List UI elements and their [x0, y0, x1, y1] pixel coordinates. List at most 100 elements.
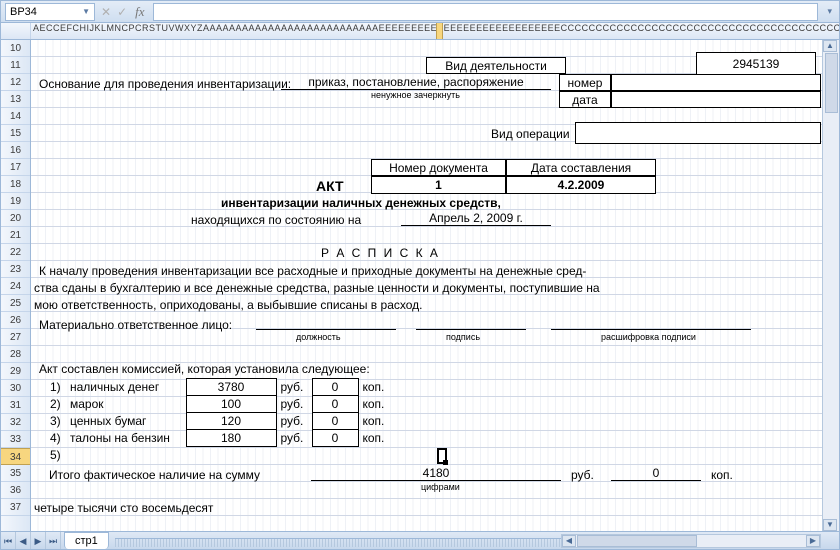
total-kop: 0 [611, 466, 701, 481]
label-doc-date: Дата составления [506, 159, 656, 176]
label-mol: Материально ответственное лицо: [39, 318, 232, 332]
row-header[interactable]: 27 [1, 329, 30, 346]
doc-date-value: 4.2.2009 [506, 176, 656, 194]
scrollbar-vertical[interactable]: ▲ ▼ [822, 40, 839, 531]
tab-last-icon[interactable]: ⏭ [46, 532, 61, 549]
basis-note: ненужное зачеркнуть [371, 90, 460, 100]
spreadsheet-grid[interactable]: 1011121314151617181920212223242526272829… [1, 40, 839, 531]
namebox-dropdown-icon[interactable]: ▼ [82, 7, 90, 16]
row-headers[interactable]: 1011121314151617181920212223242526272829… [1, 40, 31, 531]
row-header[interactable]: 14 [1, 108, 30, 125]
row-header[interactable]: 19 [1, 193, 30, 210]
total-label: Итого фактическое наличие на сумму [49, 468, 260, 482]
row-header[interactable]: 15 [1, 125, 30, 142]
table-row: 1)наличных денег3780руб.0коп. [46, 379, 394, 396]
date-value [611, 91, 821, 108]
row-header[interactable]: 18 [1, 176, 30, 193]
op-type-value [575, 122, 821, 144]
enter-icon[interactable]: ✓ [117, 5, 127, 19]
total-words: четыре тысячи сто восемьдесят [34, 501, 213, 515]
sheet-tab[interactable]: стр1 [64, 532, 109, 549]
table-row: 4)талоны на бензин180руб.0коп. [46, 430, 394, 447]
row-header[interactable]: 30 [1, 380, 30, 397]
active-cell-cursor [437, 448, 447, 464]
scrollbar-horizontal[interactable]: ◀ ▶ [561, 534, 821, 548]
number-value [611, 74, 821, 91]
basis-value: приказ, постановление, распоряжение [281, 75, 551, 90]
scroll-thumb-v[interactable] [825, 53, 838, 113]
cancel-icon[interactable]: ✕ [101, 5, 111, 19]
row-header[interactable]: 24 [1, 278, 30, 295]
row-header[interactable]: 25 [1, 295, 30, 312]
fx-icon[interactable]: fx [133, 4, 146, 20]
row-header[interactable]: 12 [1, 74, 30, 91]
mol-name-line [551, 316, 751, 330]
scroll-right-icon[interactable]: ▶ [806, 535, 820, 547]
row-header[interactable]: 35 [1, 465, 30, 482]
row-header[interactable]: 16 [1, 142, 30, 159]
mol-sign-caption: подпись [446, 332, 480, 342]
cell-reference: BP34 [10, 6, 37, 18]
expand-formula-icon[interactable]: ▾ [824, 6, 835, 17]
scroll-up-icon[interactable]: ▲ [823, 40, 837, 52]
row-header[interactable]: 29 [1, 363, 30, 380]
table-row: 5) [46, 447, 394, 464]
tab-next-icon[interactable]: ▶ [31, 532, 46, 549]
row-header[interactable]: 36 [1, 482, 30, 499]
table-row: 2)марок100руб.0коп. [46, 396, 394, 413]
sheet-tab-bar: ⏮ ◀ ▶ ⏭ стр1 ◀ ▶ [1, 531, 839, 549]
label-op-type: Вид операции [491, 127, 570, 141]
raspiska-title: Р А С П И С К А [321, 246, 440, 260]
label-activity-kind: Вид деятельности [426, 57, 566, 74]
row-header[interactable]: 20 [1, 210, 30, 227]
amounts-table: 1)наличных денег3780руб.0коп.2)марок100р… [46, 378, 394, 464]
row-header[interactable]: 26 [1, 312, 30, 329]
tab-prev-icon[interactable]: ◀ [16, 532, 31, 549]
mol-position-line [256, 316, 396, 330]
scroll-left-icon[interactable]: ◀ [562, 535, 576, 547]
label-akt: АКТ [316, 178, 344, 194]
row-header[interactable]: 22 [1, 244, 30, 261]
mol-name-caption: расшифровка подписи [601, 332, 696, 342]
paragraph-1: К началу проведения инвентаризации все р… [39, 264, 586, 278]
row-header[interactable]: 31 [1, 397, 30, 414]
sheet-canvas[interactable]: Вид деятельности 2945139 Основание для п… [31, 40, 839, 531]
row-header[interactable]: 37 [1, 499, 30, 516]
scroll-thumb-h[interactable] [577, 535, 697, 547]
as-of-date: Апрель 2, 2009 г. [401, 211, 551, 226]
formula-bar: BP34 ▼ ✕ ✓ fx ▾ [1, 1, 839, 23]
scroll-down-icon[interactable]: ▼ [823, 519, 837, 531]
table-row: 3)ценных бумаг120руб.0коп. [46, 413, 394, 430]
column-headers[interactable]: AECCEFCHIJKLMNCPCRSTUVWXYZAAAAAAAAAAAAAA… [1, 23, 839, 40]
row-header[interactable]: 33 [1, 431, 30, 448]
tab-first-icon[interactable]: ⏮ [1, 532, 16, 549]
activity-code: 2945139 [696, 52, 816, 76]
sheet-tab-label: стр1 [75, 535, 98, 547]
commission-line: Акт составлен комиссией, которая установ… [39, 362, 370, 376]
total-rub: 4180 [311, 466, 561, 481]
total-note: цифрами [421, 482, 460, 492]
mol-sign-line [416, 316, 526, 330]
row-header[interactable]: 13 [1, 91, 30, 108]
row-header[interactable]: 17 [1, 159, 30, 176]
row-header[interactable]: 28 [1, 346, 30, 363]
paragraph-3: мою ответственность, оприходованы, а выб… [34, 298, 422, 312]
doc-num-value: 1 [371, 176, 506, 194]
akt-title: инвентаризации наличных денежных средств… [221, 196, 501, 210]
label-doc-num: Номер документа [371, 159, 506, 176]
paragraph-2: ства сданы в бухгалтерию и все денежные … [34, 281, 600, 295]
label-as-of: находящихся по состоянию на [191, 213, 361, 227]
label-date: дата [559, 91, 611, 108]
total-kop-unit: коп. [711, 468, 733, 482]
tab-nav[interactable]: ⏮ ◀ ▶ ⏭ [1, 532, 61, 549]
row-header[interactable]: 23 [1, 261, 30, 278]
label-number: номер [559, 74, 611, 91]
formula-input[interactable] [153, 3, 819, 21]
row-header[interactable]: 32 [1, 414, 30, 431]
selected-column-marker [436, 23, 443, 39]
row-header[interactable]: 10 [1, 40, 30, 57]
row-header[interactable]: 21 [1, 227, 30, 244]
row-header[interactable]: 34 [1, 448, 30, 465]
name-box[interactable]: BP34 ▼ [5, 3, 95, 21]
row-header[interactable]: 11 [1, 57, 30, 74]
